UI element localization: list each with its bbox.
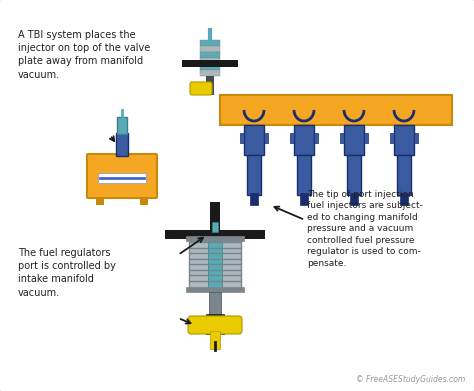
Bar xyxy=(200,40,220,46)
Text: The fuel regulators
port is controlled by
intake manifold
vacuum.: The fuel regulators port is controlled b… xyxy=(18,248,116,298)
Bar xyxy=(116,133,128,156)
Bar xyxy=(300,193,308,205)
Bar xyxy=(290,133,294,143)
Bar xyxy=(210,202,220,232)
Bar xyxy=(182,60,238,67)
Bar xyxy=(200,64,220,70)
Bar xyxy=(344,125,364,155)
Bar xyxy=(206,314,224,334)
Bar xyxy=(347,155,361,195)
Text: A TBI system places the
injector on top of the valve
plate away from manifold
va: A TBI system places the injector on top … xyxy=(18,30,150,80)
Bar xyxy=(210,331,220,349)
Bar xyxy=(340,133,344,143)
Bar xyxy=(247,155,261,195)
Bar xyxy=(390,133,394,143)
Bar xyxy=(394,125,414,155)
FancyBboxPatch shape xyxy=(190,82,212,95)
Bar xyxy=(264,133,268,143)
FancyBboxPatch shape xyxy=(87,154,157,198)
Bar xyxy=(98,173,146,183)
Bar xyxy=(240,133,244,143)
Bar xyxy=(244,125,264,155)
Bar xyxy=(206,76,214,95)
Bar xyxy=(96,197,104,205)
Polygon shape xyxy=(208,316,222,342)
Bar xyxy=(209,292,221,314)
Bar xyxy=(212,222,218,232)
Bar xyxy=(200,70,220,76)
Bar xyxy=(250,193,258,205)
Bar xyxy=(117,117,127,134)
Bar xyxy=(397,155,411,195)
Bar xyxy=(297,155,311,195)
Bar xyxy=(414,133,418,143)
Bar xyxy=(189,239,241,289)
Bar xyxy=(364,133,368,143)
Bar xyxy=(186,236,244,241)
Bar xyxy=(208,239,222,289)
Text: © FreeASEStudyGuides.com: © FreeASEStudyGuides.com xyxy=(356,375,465,384)
Bar xyxy=(200,52,220,58)
Bar xyxy=(200,58,220,64)
Bar xyxy=(314,133,318,143)
Bar xyxy=(220,95,452,125)
Bar xyxy=(140,197,148,205)
Bar xyxy=(294,125,314,155)
Bar xyxy=(350,193,358,205)
Bar xyxy=(200,46,220,52)
FancyBboxPatch shape xyxy=(188,316,242,334)
Bar xyxy=(165,230,265,239)
Text: The tip of port injection
fuel injectors are subject-
ed to changing manifold
pr: The tip of port injection fuel injectors… xyxy=(307,190,423,268)
Bar xyxy=(186,287,244,292)
Bar xyxy=(400,193,408,205)
